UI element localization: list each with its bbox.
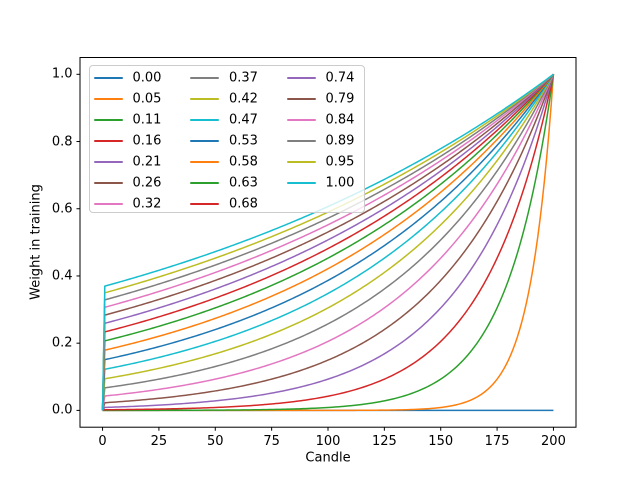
- legend-line-sample-0.68: [190, 203, 219, 205]
- legend-line-sample-0.89: [286, 140, 316, 142]
- series-group: [101, 73, 555, 412]
- y-tick-label-0.8: 0.8: [51, 134, 73, 150]
- legend-label-0.79: 0.79: [325, 91, 355, 107]
- legend: 0.00 0.05 0.11 0.16 0.21 0.26 0.32 0.37 0.42 0.47…: [88, 64, 365, 213]
- x-tick-label-125: 125: [371, 433, 397, 449]
- x-tick-label-150: 150: [428, 433, 454, 449]
- series-curve-0.47: [101, 73, 555, 411]
- legend-label-0.47: 0.47: [229, 112, 258, 128]
- y-tick-label-0.6: 0.6: [51, 201, 73, 217]
- legend-label-1.00: 1.00: [325, 175, 355, 191]
- x-tick-label-50: 50: [206, 433, 224, 449]
- legend-label-0.74: 0.74: [325, 70, 355, 86]
- legend-label-0.32: 0.32: [132, 196, 162, 212]
- legend-label-0.84: 0.84: [325, 112, 355, 128]
- legend-line-sample-0.37: [190, 77, 219, 79]
- x-tick-label-0: 0: [98, 433, 107, 449]
- y-tick-label-1.0: 1.0: [51, 66, 73, 82]
- legend-label-0.05: 0.05: [132, 91, 162, 107]
- legend-line-sample-0.11: [93, 119, 123, 121]
- series-curve-0.74: [101, 73, 554, 411]
- legend-line-sample-0.16: [93, 140, 123, 142]
- legend-line-sample-0.84: [286, 119, 316, 121]
- series-curve-0.37: [101, 73, 555, 411]
- series-curve-0.26: [101, 74, 555, 411]
- legend-line-sample-1.00: [286, 182, 316, 184]
- legend-line-sample-0.63: [190, 182, 219, 184]
- legend-label-0.00: 0.00: [132, 70, 162, 86]
- legend-label-0.68: 0.68: [229, 196, 258, 212]
- legend-label-0.95: 0.95: [325, 154, 355, 170]
- y-tick-label-0.0: 0.0: [51, 402, 73, 418]
- legend-line-sample-0.05: [93, 98, 123, 100]
- series-curve-0.32: [101, 74, 555, 411]
- legend-label-0.37: 0.37: [229, 70, 258, 86]
- legend-line-sample-0.53: [190, 140, 219, 142]
- series-curve-0.68: [101, 73, 555, 411]
- x-tick-label-25: 25: [150, 433, 168, 449]
- series-curve-0.84: [101, 73, 554, 411]
- legend-line-sample-0.74: [286, 77, 316, 79]
- legend-label-0.42: 0.42: [229, 91, 258, 107]
- legend-label-0.11: 0.11: [132, 112, 162, 128]
- legend-label-0.53: 0.53: [229, 133, 258, 149]
- x-axis-label: Candle: [305, 450, 351, 466]
- legend-line-sample-0.26: [93, 182, 123, 184]
- legend-line-sample-0.79: [286, 98, 316, 100]
- x-tick-label-200: 200: [541, 433, 566, 449]
- series-curve-0.58: [101, 73, 555, 411]
- legend-label-0.63: 0.63: [229, 175, 258, 191]
- series-curve-0.63: [101, 73, 555, 411]
- legend-line-sample-0.00: [93, 77, 123, 79]
- legend-line-sample-0.42: [190, 98, 219, 100]
- legend-line-sample-0.21: [93, 161, 123, 163]
- series-curve-0.89: [101, 73, 554, 411]
- series-curve-0.42: [101, 73, 555, 411]
- legend-line-sample-0.95: [286, 161, 316, 163]
- series-curve-0.53: [101, 73, 555, 411]
- series-curve-0.79: [101, 73, 554, 411]
- legend-line-sample-0.58: [190, 161, 219, 163]
- legend-label-0.16: 0.16: [132, 133, 162, 149]
- series-curve-0.16: [102, 74, 555, 412]
- legend-label-0.89: 0.89: [325, 133, 355, 149]
- legend-line-sample-0.32: [93, 203, 123, 205]
- y-tick-label-0.4: 0.4: [51, 268, 73, 284]
- legend-label-0.58: 0.58: [229, 154, 258, 170]
- y-axis-label: Weight in training: [28, 184, 44, 301]
- series-curve-0.11: [102, 74, 555, 412]
- series-curve-0.21: [101, 74, 555, 411]
- x-tick-label-100: 100: [315, 433, 341, 449]
- legend-line-sample-0.47: [190, 119, 219, 121]
- y-tick-label-0.2: 0.2: [51, 335, 73, 351]
- legend-label-0.26: 0.26: [132, 175, 162, 191]
- x-tick-label-75: 75: [263, 433, 280, 449]
- legend-label-0.21: 0.21: [132, 154, 162, 170]
- x-tick-label-175: 175: [484, 433, 510, 449]
